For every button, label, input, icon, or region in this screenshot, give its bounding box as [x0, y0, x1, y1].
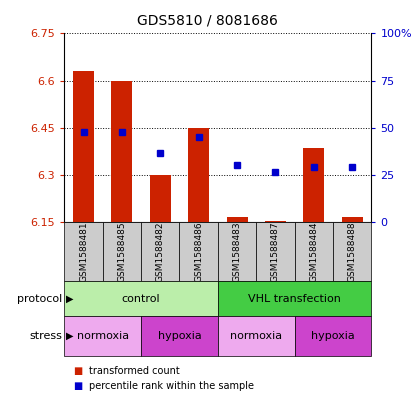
Text: GSM1588487: GSM1588487: [271, 221, 280, 282]
Text: ■: ■: [73, 381, 82, 391]
Bar: [188, 128, 209, 222]
Bar: [103, 222, 141, 281]
Text: control: control: [122, 294, 161, 304]
Text: ▶: ▶: [66, 331, 74, 341]
Text: ■: ■: [73, 366, 82, 376]
Bar: [64, 222, 103, 281]
Text: GSM1588484: GSM1588484: [309, 221, 318, 282]
Bar: [141, 222, 180, 281]
Text: normoxia: normoxia: [77, 331, 129, 341]
Bar: [218, 281, 371, 316]
Bar: [218, 222, 256, 281]
Bar: [303, 148, 325, 222]
Bar: [227, 217, 248, 222]
Text: ▶: ▶: [66, 294, 74, 304]
Text: percentile rank within the sample: percentile rank within the sample: [89, 381, 254, 391]
Text: protocol: protocol: [17, 294, 62, 304]
Text: GSM1588481: GSM1588481: [79, 221, 88, 282]
Bar: [218, 316, 295, 356]
Bar: [265, 221, 286, 222]
Text: GDS5810 / 8081686: GDS5810 / 8081686: [137, 14, 278, 28]
Bar: [333, 222, 371, 281]
Text: stress: stress: [29, 331, 62, 341]
Text: hypoxia: hypoxia: [311, 331, 355, 341]
Bar: [111, 81, 132, 222]
Text: GSM1588486: GSM1588486: [194, 221, 203, 282]
Bar: [64, 281, 218, 316]
Bar: [73, 71, 94, 222]
Text: GSM1588482: GSM1588482: [156, 221, 165, 282]
Text: VHL transfection: VHL transfection: [248, 294, 341, 304]
Text: normoxia: normoxia: [230, 331, 282, 341]
Text: GSM1588485: GSM1588485: [117, 221, 127, 282]
Bar: [64, 316, 141, 356]
Bar: [180, 222, 218, 281]
Text: transformed count: transformed count: [89, 366, 180, 376]
Bar: [150, 175, 171, 222]
Bar: [342, 217, 363, 222]
Bar: [295, 316, 371, 356]
Text: GSM1588483: GSM1588483: [232, 221, 242, 282]
Bar: [256, 222, 295, 281]
Bar: [141, 316, 218, 356]
Text: GSM1588488: GSM1588488: [348, 221, 357, 282]
Bar: [295, 222, 333, 281]
Text: hypoxia: hypoxia: [158, 331, 201, 341]
